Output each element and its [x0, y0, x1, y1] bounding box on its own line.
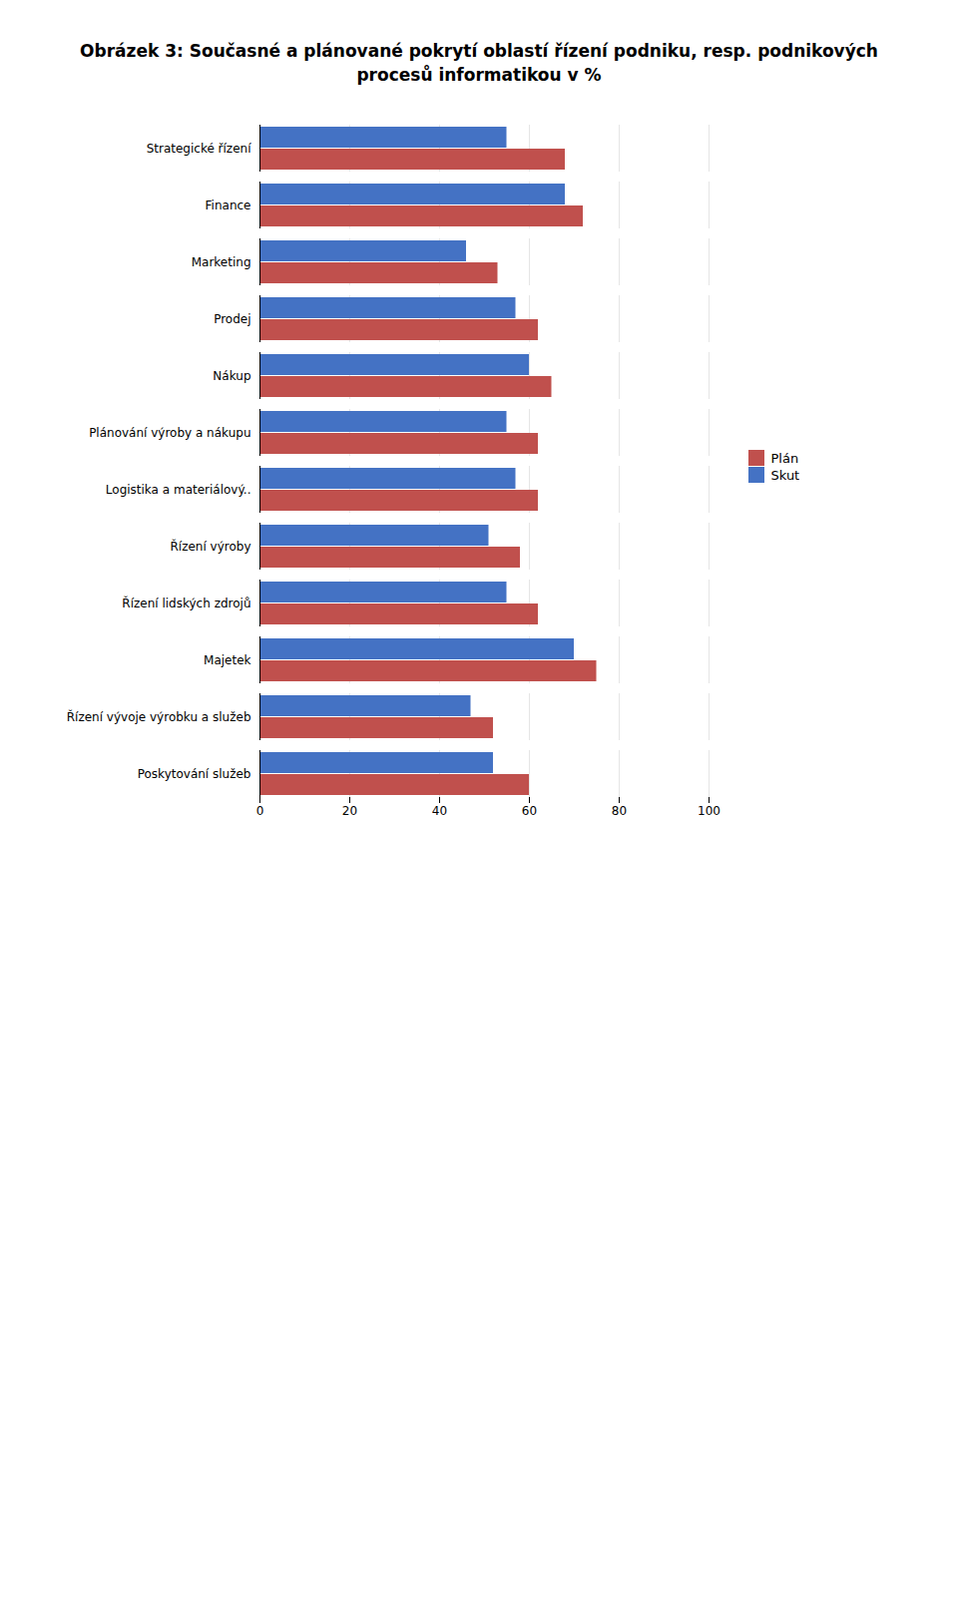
svg-text:Majetek: Majetek [203, 652, 252, 667]
svg-text:Prodej: Prodej [213, 311, 251, 326]
svg-text:0: 0 [256, 804, 265, 819]
svg-text:80: 80 [611, 804, 627, 819]
svg-text:Poskytování služeb: Poskytování služeb [137, 766, 252, 781]
svg-text:Nákup: Nákup [212, 368, 251, 383]
svg-text:60: 60 [521, 804, 537, 819]
svg-text:Plánování výroby a nákupu: Plánování výroby a nákupu [88, 425, 251, 440]
svg-text:100: 100 [697, 804, 721, 819]
svg-text:Logistika a materiálový..: Logistika a materiálový.. [105, 481, 252, 496]
svg-text:40: 40 [432, 804, 448, 819]
html-text:Skut: Skut [770, 467, 800, 483]
svg-text:Řízení vývoje výrobku a služeb: Řízení vývoje výrobku a služeb [66, 708, 252, 724]
svg-text:Řízení lidských zdrojů: Řízení lidských zdrojů [121, 594, 251, 610]
svg-text:Strategické řízení: Strategické řízení [146, 140, 253, 155]
html-text:Obrázek 3: Současné a plánovan: Obrázek 3: Současné a plánované pokrytí … [79, 40, 879, 85]
html-text:Plán: Plán [770, 450, 799, 466]
svg-text:Řízení výroby: Řízení výroby [169, 537, 251, 553]
svg-text:Marketing: Marketing [191, 254, 252, 269]
svg-text:20: 20 [342, 804, 358, 819]
svg-text:Finance: Finance [205, 197, 252, 212]
